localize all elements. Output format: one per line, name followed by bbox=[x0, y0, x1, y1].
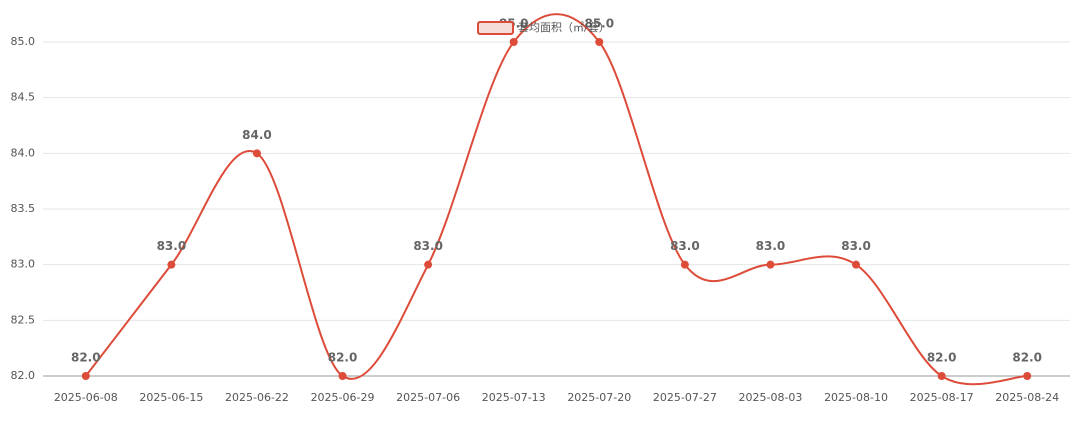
legend-swatch bbox=[477, 21, 514, 35]
value-label: 83.0 bbox=[670, 239, 700, 253]
value-label: 82.0 bbox=[328, 351, 358, 365]
x-tick-label: 2025-07-27 bbox=[653, 391, 717, 404]
point bbox=[852, 260, 861, 269]
x-tick-label: 2025-06-29 bbox=[311, 391, 375, 404]
legend-label: 套均面积（㎡/套） bbox=[518, 21, 610, 34]
value-label: 83.0 bbox=[413, 239, 443, 253]
point bbox=[595, 38, 604, 46]
x-tick-label: 2025-07-20 bbox=[567, 391, 631, 404]
point bbox=[252, 149, 261, 158]
x-tick-label: 2025-08-03 bbox=[738, 391, 802, 404]
value-label: 85.0 bbox=[584, 17, 614, 31]
point bbox=[338, 372, 347, 380]
series-line bbox=[84, 13, 1028, 386]
value-label: 83.0 bbox=[756, 239, 786, 253]
y-tick-label: 82.0 bbox=[11, 369, 36, 382]
value-label: 82.0 bbox=[927, 351, 957, 365]
value-label: 84.0 bbox=[242, 128, 272, 142]
value-label: 82.0 bbox=[71, 351, 101, 365]
y-tick-label: 83.5 bbox=[11, 202, 36, 215]
x-tick-label: 2025-06-22 bbox=[225, 391, 289, 404]
point bbox=[509, 38, 518, 46]
y-tick-label: 83.0 bbox=[11, 258, 36, 271]
x-tick-label: 2025-07-06 bbox=[396, 391, 460, 404]
point bbox=[81, 372, 90, 380]
x-tick-label: 2025-06-08 bbox=[54, 391, 118, 404]
value-label: 83.0 bbox=[841, 239, 871, 253]
point bbox=[680, 260, 689, 269]
point bbox=[766, 260, 775, 269]
x-tick-label: 2025-08-10 bbox=[824, 391, 888, 404]
x-tick-label: 2025-08-17 bbox=[910, 391, 974, 404]
x-tick-label: 2025-08-24 bbox=[995, 391, 1059, 404]
point bbox=[424, 260, 433, 269]
point bbox=[1023, 372, 1032, 380]
y-tick-label: 85.0 bbox=[11, 35, 36, 48]
y-tick-label: 82.5 bbox=[11, 313, 36, 326]
x-tick-label: 2025-07-13 bbox=[482, 391, 546, 404]
point bbox=[937, 372, 946, 380]
value-label: 82.0 bbox=[1012, 351, 1042, 365]
value-label: 83.0 bbox=[157, 239, 187, 253]
y-tick-label: 84.5 bbox=[11, 91, 36, 104]
y-tick-label: 84.0 bbox=[11, 146, 36, 159]
x-tick-label: 2025-06-15 bbox=[139, 391, 203, 404]
point bbox=[167, 260, 176, 269]
